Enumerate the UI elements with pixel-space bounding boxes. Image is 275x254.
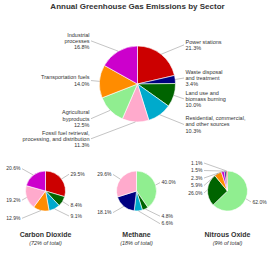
svg-text:Fossil fuel retrieval,processi: Fossil fuel retrieval,processing, and di… bbox=[23, 130, 90, 148]
svg-text:29.6%: 29.6% bbox=[97, 171, 112, 177]
svg-text:2.3%: 2.3% bbox=[191, 175, 203, 181]
svg-text:8.4%: 8.4% bbox=[71, 202, 83, 208]
html-text:Annual Greenhouse Gas Emission: Annual Greenhouse Gas Emissions by Secto… bbox=[50, 2, 225, 11]
svg-text:1.5%: 1.5% bbox=[191, 167, 203, 173]
svg-text:Power stations21.3%: Power stations21.3% bbox=[186, 39, 222, 51]
svg-text:Industrialprocesses16.8%: Industrialprocesses16.8% bbox=[64, 32, 89, 50]
svg-text:19.2%: 19.2% bbox=[8, 197, 21, 203]
svg-text:Residential, commercial,and ot: Residential, commercial,and other source… bbox=[186, 115, 246, 133]
svg-text:62.0%: 62.0% bbox=[253, 199, 268, 205]
html-text:(18% of total): (18% of total) bbox=[120, 240, 153, 246]
svg-text:5.9%: 5.9% bbox=[191, 182, 203, 188]
svg-text:26.0%: 26.0% bbox=[188, 190, 203, 196]
svg-text:Transportation fuels14.0%: Transportation fuels14.0% bbox=[41, 74, 90, 86]
svg-text:9.1%: 9.1% bbox=[71, 213, 83, 219]
svg-text:4.8%: 4.8% bbox=[162, 213, 174, 219]
svg-text:1.1%: 1.1% bbox=[191, 160, 203, 166]
svg-text:Agriculturalbyproducts12.5%: Agriculturalbyproducts12.5% bbox=[62, 109, 90, 127]
svg-text:6.6%: 6.6% bbox=[162, 220, 174, 226]
html-text:(9% of total): (9% of total) bbox=[212, 240, 243, 246]
svg-text:20.6%: 20.6% bbox=[8, 165, 21, 171]
svg-text:29.5%: 29.5% bbox=[71, 171, 86, 177]
html-text:Carbon Dioxide: Carbon Dioxide bbox=[19, 231, 72, 238]
svg-text:40.0%: 40.0% bbox=[162, 179, 177, 185]
svg-text:18.1%: 18.1% bbox=[97, 209, 112, 215]
html-text:Nitrous Oxide: Nitrous Oxide bbox=[204, 231, 251, 238]
svg-text:Land use andbiomass burning10.: Land use andbiomass burning10.0% bbox=[186, 90, 226, 108]
svg-text:Waste disposaland treatment3.4: Waste disposaland treatment3.4% bbox=[186, 69, 223, 87]
html-text:Methane: Methane bbox=[122, 231, 151, 238]
svg-text:12.9%: 12.9% bbox=[8, 215, 21, 221]
html-text:(72% of total): (72% of total) bbox=[29, 240, 62, 246]
